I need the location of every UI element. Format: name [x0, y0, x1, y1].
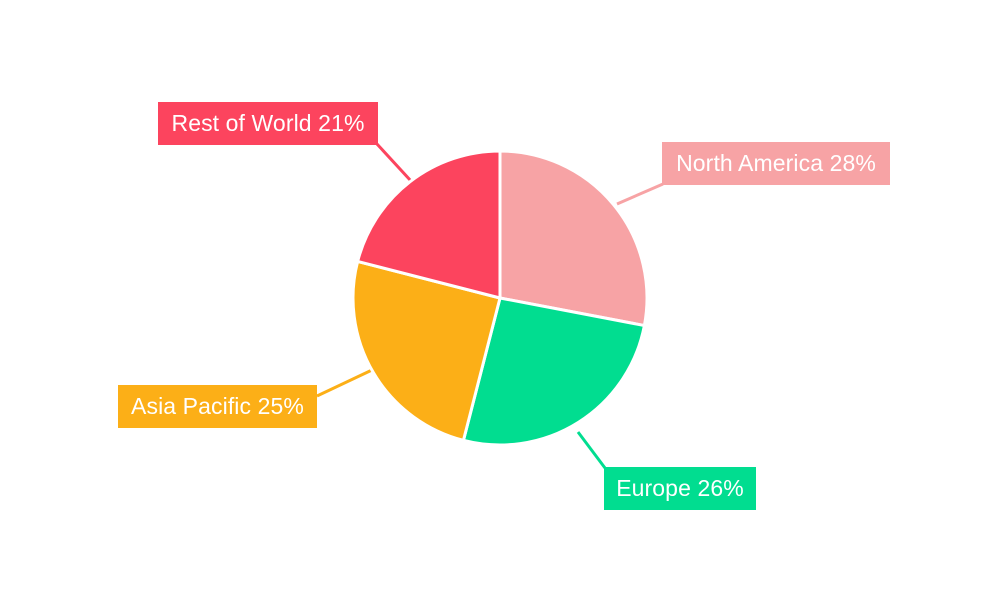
pie-slice-label-rest-of-world[interactable]: Rest of World 21%: [158, 102, 378, 145]
pie-wedge-europe[interactable]: [461, 296, 646, 447]
leader-line-europe: [576, 431, 607, 469]
pie-slice-label-asia-pacific[interactable]: Asia Pacific 25%: [118, 385, 317, 428]
pie-wedge-north-america[interactable]: [498, 149, 649, 328]
pie-slice-label-north-america[interactable]: North America 28%: [662, 142, 890, 185]
leader-line-asia-pacific: [316, 368, 373, 398]
leader-line-north-america: [616, 182, 664, 206]
pie-wedge-asia-pacific[interactable]: [351, 259, 502, 442]
leader-line-group: [316, 142, 664, 469]
pie-slice-label-europe[interactable]: Europe 26%: [604, 467, 756, 510]
pie-wedge-rest-of-world[interactable]: [356, 149, 502, 300]
leader-line-rest-of-world: [375, 142, 413, 183]
pie-wedge-group: [351, 149, 649, 447]
